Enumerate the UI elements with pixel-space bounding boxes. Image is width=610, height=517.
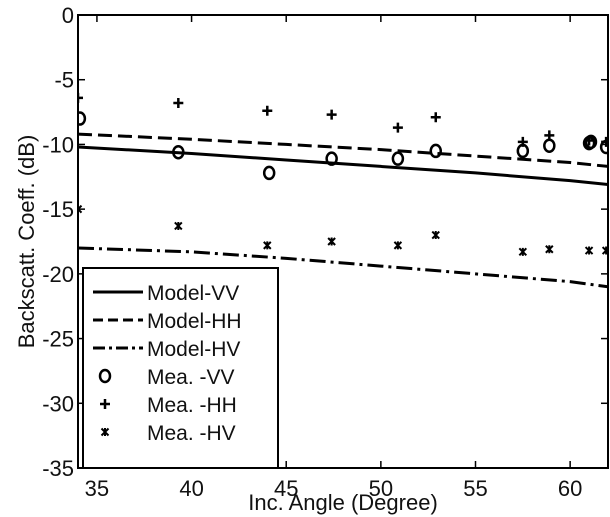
data-point bbox=[601, 246, 608, 255]
marker-circle bbox=[78, 111, 87, 126]
data-point bbox=[78, 111, 87, 126]
x-tick-label: 50 bbox=[369, 476, 393, 501]
data-point bbox=[172, 144, 185, 160]
marker-plus bbox=[100, 399, 110, 409]
marker-asterisk bbox=[545, 245, 554, 254]
x-tick-label: 35 bbox=[85, 476, 109, 501]
y-axis-label: Backscatt. Coeff. (dB) bbox=[14, 135, 39, 349]
data-point bbox=[543, 138, 556, 153]
legend-label: Model-HH bbox=[147, 310, 242, 333]
y-tick-label: -10 bbox=[42, 132, 74, 157]
marker-asterisk bbox=[327, 237, 336, 246]
marker-plus bbox=[584, 135, 595, 146]
data-point bbox=[391, 151, 405, 166]
series-line-1 bbox=[78, 132, 608, 168]
marker-circle bbox=[391, 151, 405, 166]
data-point bbox=[545, 245, 554, 254]
data-point bbox=[262, 105, 273, 116]
marker-circle bbox=[98, 368, 112, 384]
y-tick-label: 0 bbox=[62, 3, 74, 28]
y-tick-label: -35 bbox=[42, 456, 74, 481]
data-point bbox=[327, 237, 336, 246]
y-tick-label: -20 bbox=[42, 262, 74, 287]
data-point bbox=[174, 221, 183, 231]
legend-label: Mea. -VV bbox=[147, 366, 235, 389]
data-point bbox=[584, 135, 595, 146]
data-point bbox=[584, 134, 598, 150]
marker-plus bbox=[392, 122, 403, 133]
marker-circle bbox=[543, 138, 556, 153]
marker-asterisk bbox=[393, 241, 403, 250]
series-line-2 bbox=[78, 246, 608, 289]
marker-asterisk bbox=[431, 230, 440, 240]
data-point bbox=[78, 92, 83, 103]
data-point bbox=[392, 122, 403, 133]
marker-plus bbox=[430, 112, 441, 123]
plot-frame bbox=[77, 14, 609, 469]
x-axis-label: Inc. Angle (Degree) bbox=[248, 490, 438, 515]
series-layer bbox=[78, 92, 608, 289]
data-point bbox=[429, 143, 442, 159]
marker-asterisk bbox=[263, 241, 272, 250]
marker-circle bbox=[172, 144, 185, 160]
data-point bbox=[262, 165, 276, 181]
data-point bbox=[326, 109, 337, 120]
marker-circle bbox=[262, 165, 276, 181]
ticks-layer: 35 40 45 50 55 60 0 -5 -10 -15 -20 -25 -30 -35 bbox=[42, 3, 608, 501]
marker-plus bbox=[173, 98, 184, 109]
legend-label: Mea. -HV bbox=[147, 422, 236, 445]
marker-asterisk bbox=[518, 247, 528, 257]
marker-plus bbox=[326, 109, 337, 120]
legend-label: Mea. -HH bbox=[147, 394, 237, 417]
x-tick-label: 45 bbox=[274, 476, 298, 501]
data-point bbox=[78, 204, 83, 214]
legend: Model-VV Model-HH Model-HV Mea. -VV Mea. -HH… bbox=[82, 267, 279, 469]
marker-plus bbox=[78, 92, 83, 103]
marker-asterisk bbox=[584, 246, 594, 255]
marker-plus bbox=[262, 105, 273, 116]
data-point bbox=[517, 136, 528, 147]
data-point bbox=[263, 241, 272, 250]
marker-asterisk bbox=[78, 204, 83, 214]
series-line-0 bbox=[78, 145, 608, 187]
marker-circle bbox=[429, 143, 442, 159]
x-tick-label: 60 bbox=[558, 476, 582, 501]
legend-marker-3 bbox=[98, 368, 112, 384]
legend-box bbox=[82, 267, 279, 469]
legend-marker-5 bbox=[100, 427, 110, 437]
data-point bbox=[431, 230, 440, 240]
data-point bbox=[173, 98, 184, 109]
data-point bbox=[584, 246, 594, 255]
marker-plus bbox=[544, 130, 555, 141]
x-tick-label: 40 bbox=[179, 476, 203, 501]
marker-asterisk bbox=[601, 246, 608, 255]
y-tick-label: -5 bbox=[54, 68, 74, 93]
legend-label: Model-VV bbox=[147, 282, 239, 305]
data-point bbox=[430, 112, 441, 123]
marker-asterisk bbox=[174, 221, 183, 231]
data-point bbox=[325, 151, 338, 166]
y-tick-label: -30 bbox=[42, 391, 74, 416]
legend-label: Model-HV bbox=[147, 338, 240, 361]
marker-circle bbox=[584, 134, 598, 150]
marker-asterisk bbox=[100, 427, 110, 437]
data-point bbox=[544, 130, 555, 141]
data-point bbox=[518, 247, 528, 257]
y-tick-label: -25 bbox=[42, 327, 74, 352]
y-tick-label: -15 bbox=[42, 197, 74, 222]
marker-plus bbox=[517, 136, 528, 147]
x-tick-label: 55 bbox=[463, 476, 487, 501]
data-point bbox=[393, 241, 403, 250]
marker-circle bbox=[325, 151, 338, 166]
legend-marker-4 bbox=[100, 399, 110, 409]
